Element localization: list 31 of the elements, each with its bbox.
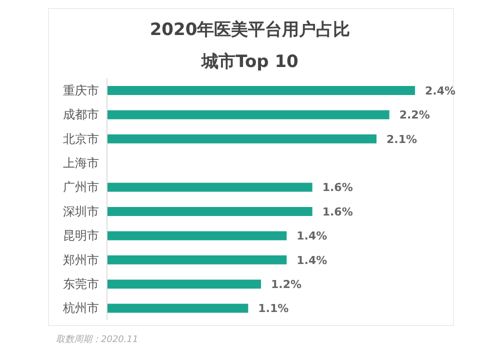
data-label: 2.1% [386,132,418,146]
data-label: 2.4% [425,84,456,98]
data-label: 1.6% [322,181,353,194]
bar [107,255,287,264]
y-tick-label: 成都市 [63,108,99,122]
data-label: 1.4% [296,230,328,243]
data-label: 1.4% [296,254,328,267]
y-tick-label: 深圳市 [63,204,99,218]
bar [107,280,261,289]
y-tick-label: 重庆市 [63,83,99,98]
y-tick-label: 昆明市 [63,228,99,243]
y-tick-label: 郑州市 [63,252,99,267]
data-label: 2.2% [399,108,430,122]
bar [107,86,415,95]
data-label: 1.1% [258,302,289,316]
chart-title: 2020年医美平台用户占比 [148,19,352,41]
bar [107,207,312,216]
bar [107,182,312,192]
bar [107,110,390,120]
chart-subtitle: 城市Top 10 [200,51,300,73]
bar [107,231,287,240]
y-tick-label: 杭州市 [62,301,99,316]
data-label: 1.6% [322,205,353,218]
bar [107,134,376,144]
bar [107,304,248,313]
y-tick-label: 东莞市 [63,276,99,291]
data-label: 1.2% [271,278,302,292]
y-tick-label: 上海市 [63,156,99,170]
text: 取数周期：2020.11 [56,334,138,346]
y-tick-label: 北京市 [63,132,99,146]
y-tick-label: 广州市 [63,180,99,194]
